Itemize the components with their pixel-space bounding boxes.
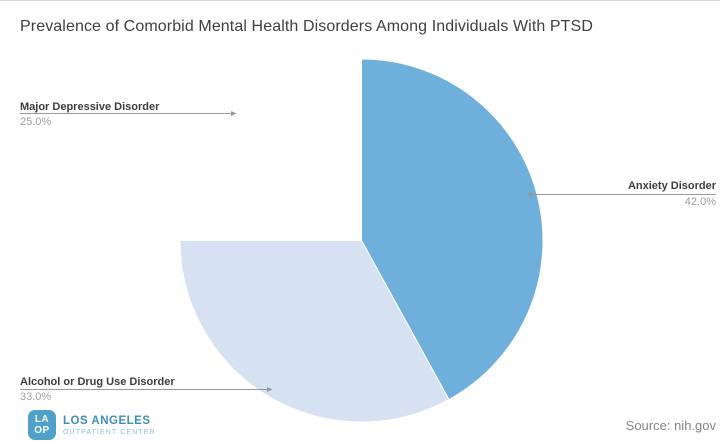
- laop-logo-text: LOS ANGELES OUTPATIENT CENTER: [63, 415, 156, 436]
- callout-arrow-alcohol-drug-use-disorder: [267, 387, 273, 392]
- source-attribution: Source: nih.gov: [625, 418, 716, 433]
- slice-percent-alcohol-drug-use-disorder: 33.0%: [20, 391, 52, 403]
- pie-slices: [179, 58, 544, 423]
- chart-title: Prevalence of Comorbid Mental Health Dis…: [20, 18, 593, 35]
- logo-monogram-line1: LA: [34, 414, 50, 425]
- pie-slice-major-depressive-disorder[interactable]: [179, 58, 362, 241]
- slice-label-major-depressive-disorder: Major Depressive Disorder: [20, 101, 160, 113]
- slice-label-alcohol-drug-use-disorder: Alcohol or Drug Use Disorder: [20, 376, 175, 388]
- logo-monogram-line2: OP: [34, 425, 50, 436]
- logo-name: LOS ANGELES: [63, 414, 151, 427]
- slice-percent-anxiety-disorder: 42.0%: [684, 196, 716, 208]
- callout-arrow-anxiety-disorder: [526, 192, 532, 197]
- slice-label-anxiety-disorder: Anxiety Disorder: [627, 180, 716, 192]
- laop-logo-icon: LA OP: [28, 410, 56, 440]
- pie-slice-alcohol-or-drug-use-disorder[interactable]: [179, 240, 450, 423]
- callout-lines: [20, 111, 716, 392]
- callout-arrow-major-depressive-disorder: [231, 111, 237, 116]
- pie-slice-anxiety-disorder[interactable]: [361, 58, 544, 401]
- logo-subtitle: OUTPATIENT CENTER: [63, 428, 156, 436]
- slice-percent-major-depressive-disorder: 25.0%: [20, 116, 52, 128]
- laop-logo: LA OP LOS ANGELES OUTPATIENT CENTER: [28, 410, 156, 440]
